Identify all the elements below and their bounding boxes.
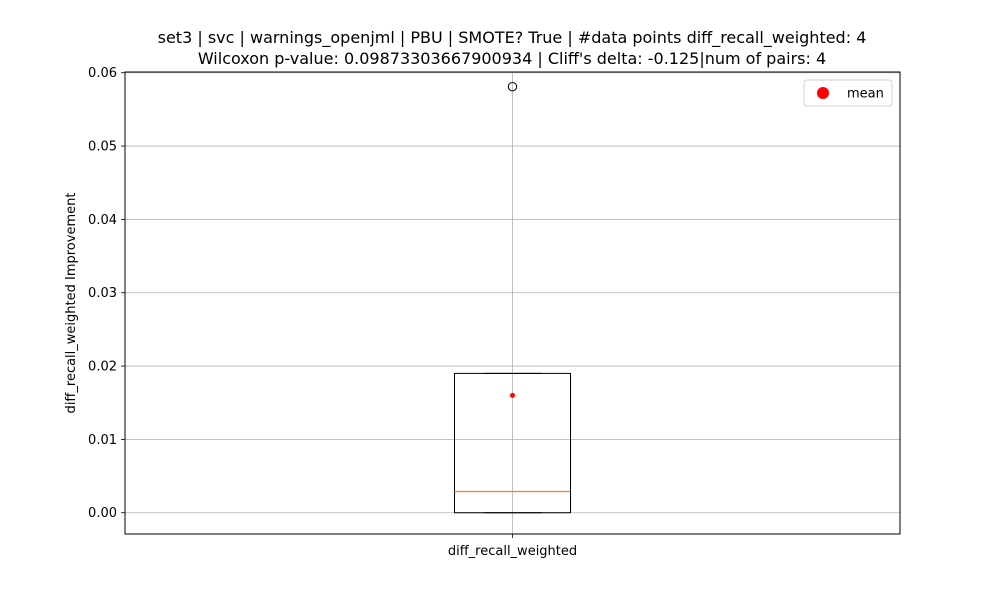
mean-point (510, 392, 515, 398)
grid-lines (125, 72, 900, 534)
chart-title-line-1: set3 | svc | warnings_openjml | PBU | SM… (158, 28, 867, 48)
y-tick-label: 0.01 (88, 433, 117, 448)
legend-box (803, 79, 893, 107)
axes: 0.00 0.01 0.02 0.03 0.04 0.05 0.06 diff_recall_… (88, 66, 901, 559)
y-tick-label: 0.04 (88, 213, 117, 228)
legend-mean-marker (817, 87, 829, 99)
box-marks (454, 81, 571, 514)
y-tick-label: 0.03 (88, 286, 117, 301)
box-iqr (454, 372, 571, 514)
outlier-point (507, 81, 518, 92)
y-tick-label: 0.05 (88, 140, 117, 155)
plot-frame (124, 71, 901, 535)
y-tick-label: 0.00 (88, 506, 117, 521)
y-tick-label: 0.02 (88, 360, 117, 375)
y-axis-label: diff_recall_weighted Improvement (64, 193, 79, 414)
y-tick-label: 0.06 (88, 66, 117, 81)
legend: mean (803, 79, 893, 107)
chart-title-line-2: Wilcoxon p-value: 0.09873303667900934 | … (198, 49, 826, 68)
x-tick-label: diff_recall_weighted (448, 544, 577, 559)
box-group (454, 81, 571, 514)
legend-label: mean (847, 87, 884, 102)
